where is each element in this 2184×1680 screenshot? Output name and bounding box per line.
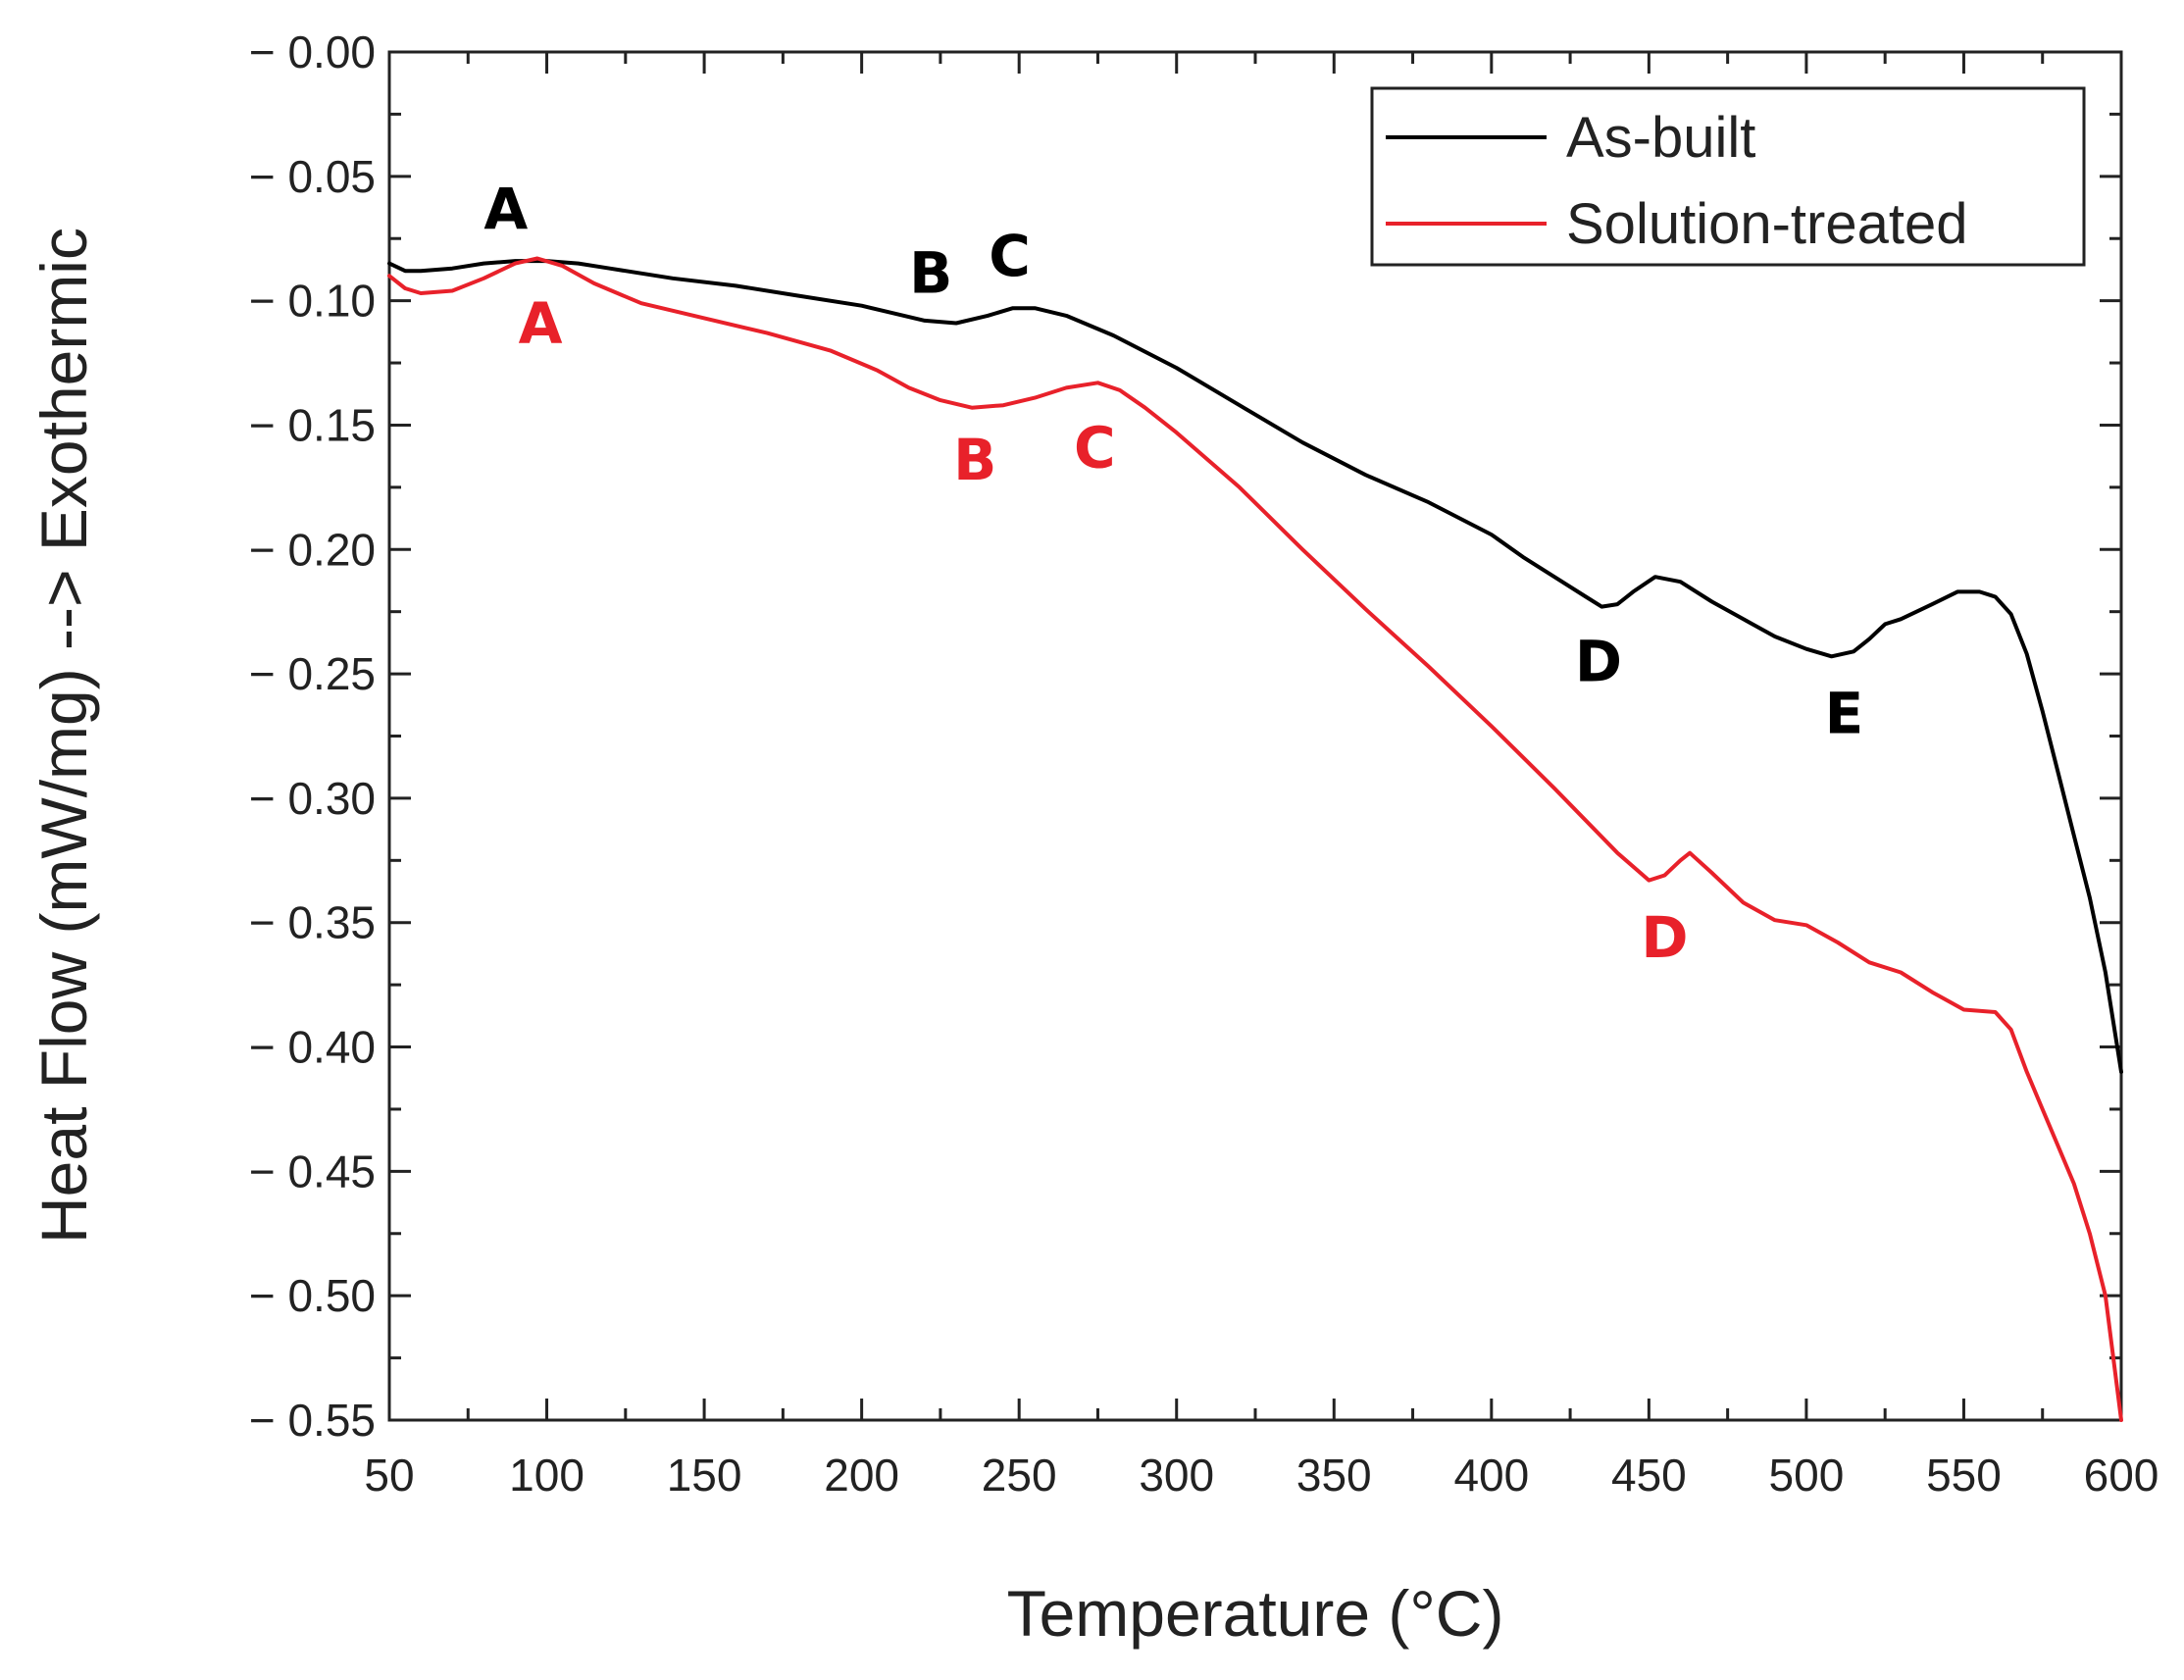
y-tick-label: − 0.00 bbox=[249, 26, 376, 77]
y-tick-label: − 0.55 bbox=[249, 1395, 376, 1446]
peak-label: D bbox=[1575, 628, 1622, 694]
y-tick-label: − 0.20 bbox=[249, 524, 376, 575]
x-tick-label: 550 bbox=[1926, 1450, 2002, 1501]
x-tick-label: 500 bbox=[1769, 1450, 1845, 1501]
y-tick-label: − 0.30 bbox=[249, 773, 376, 824]
x-tick-label: 300 bbox=[1139, 1450, 1214, 1501]
x-tick-label: 600 bbox=[2084, 1450, 2159, 1501]
legend: As-built Solution-treated bbox=[1370, 86, 2086, 267]
peak-label: C bbox=[1074, 414, 1116, 481]
axis-tick-labels: 50 100 150 200 250 300 350 400 450 500 550 600 − 0.0… bbox=[249, 26, 2159, 1501]
axis-ticks bbox=[387, 50, 2123, 1422]
x-tick-label: 50 bbox=[364, 1450, 414, 1501]
series-line-solution-treated bbox=[387, 256, 2123, 1422]
y-tick-label: − 0.05 bbox=[249, 151, 376, 202]
x-axis-title: Temperature (°C) bbox=[1007, 1577, 1504, 1650]
y-tick-label: − 0.50 bbox=[249, 1270, 376, 1321]
legend-label-solution-treated: Solution-treated bbox=[1566, 192, 1967, 256]
y-tick-label: − 0.10 bbox=[249, 276, 376, 327]
series-line-as-built bbox=[387, 259, 2123, 1074]
y-tick-label: − 0.25 bbox=[249, 648, 376, 699]
y-tick-label: − 0.35 bbox=[249, 897, 376, 948]
y-tick-label: − 0.15 bbox=[249, 399, 376, 450]
peak-label: E bbox=[1825, 681, 1864, 747]
legend-box bbox=[1370, 86, 2086, 267]
peak-label: C bbox=[989, 223, 1031, 289]
x-tick-label: 250 bbox=[982, 1450, 1057, 1501]
x-tick-label: 350 bbox=[1296, 1450, 1372, 1501]
x-tick-label: 450 bbox=[1611, 1450, 1687, 1501]
x-tick-label: 200 bbox=[824, 1450, 899, 1501]
legend-label-as-built: As-built bbox=[1566, 106, 1755, 170]
peak-label: A bbox=[483, 176, 528, 242]
x-tick-label: 400 bbox=[1453, 1450, 1529, 1501]
y-axis-title: Heat Flow (mW/mg) --> Exothermic bbox=[27, 228, 100, 1244]
x-tick-label: 150 bbox=[667, 1450, 742, 1501]
peak-label: A bbox=[519, 289, 563, 356]
peak-label: B bbox=[953, 427, 996, 493]
y-tick-label: − 0.40 bbox=[249, 1022, 376, 1073]
series-layer bbox=[387, 256, 2123, 1422]
y-tick-label: − 0.45 bbox=[249, 1145, 376, 1196]
peak-label: D bbox=[1641, 904, 1688, 971]
peak-label: B bbox=[909, 240, 952, 307]
x-tick-label: 100 bbox=[509, 1450, 584, 1501]
